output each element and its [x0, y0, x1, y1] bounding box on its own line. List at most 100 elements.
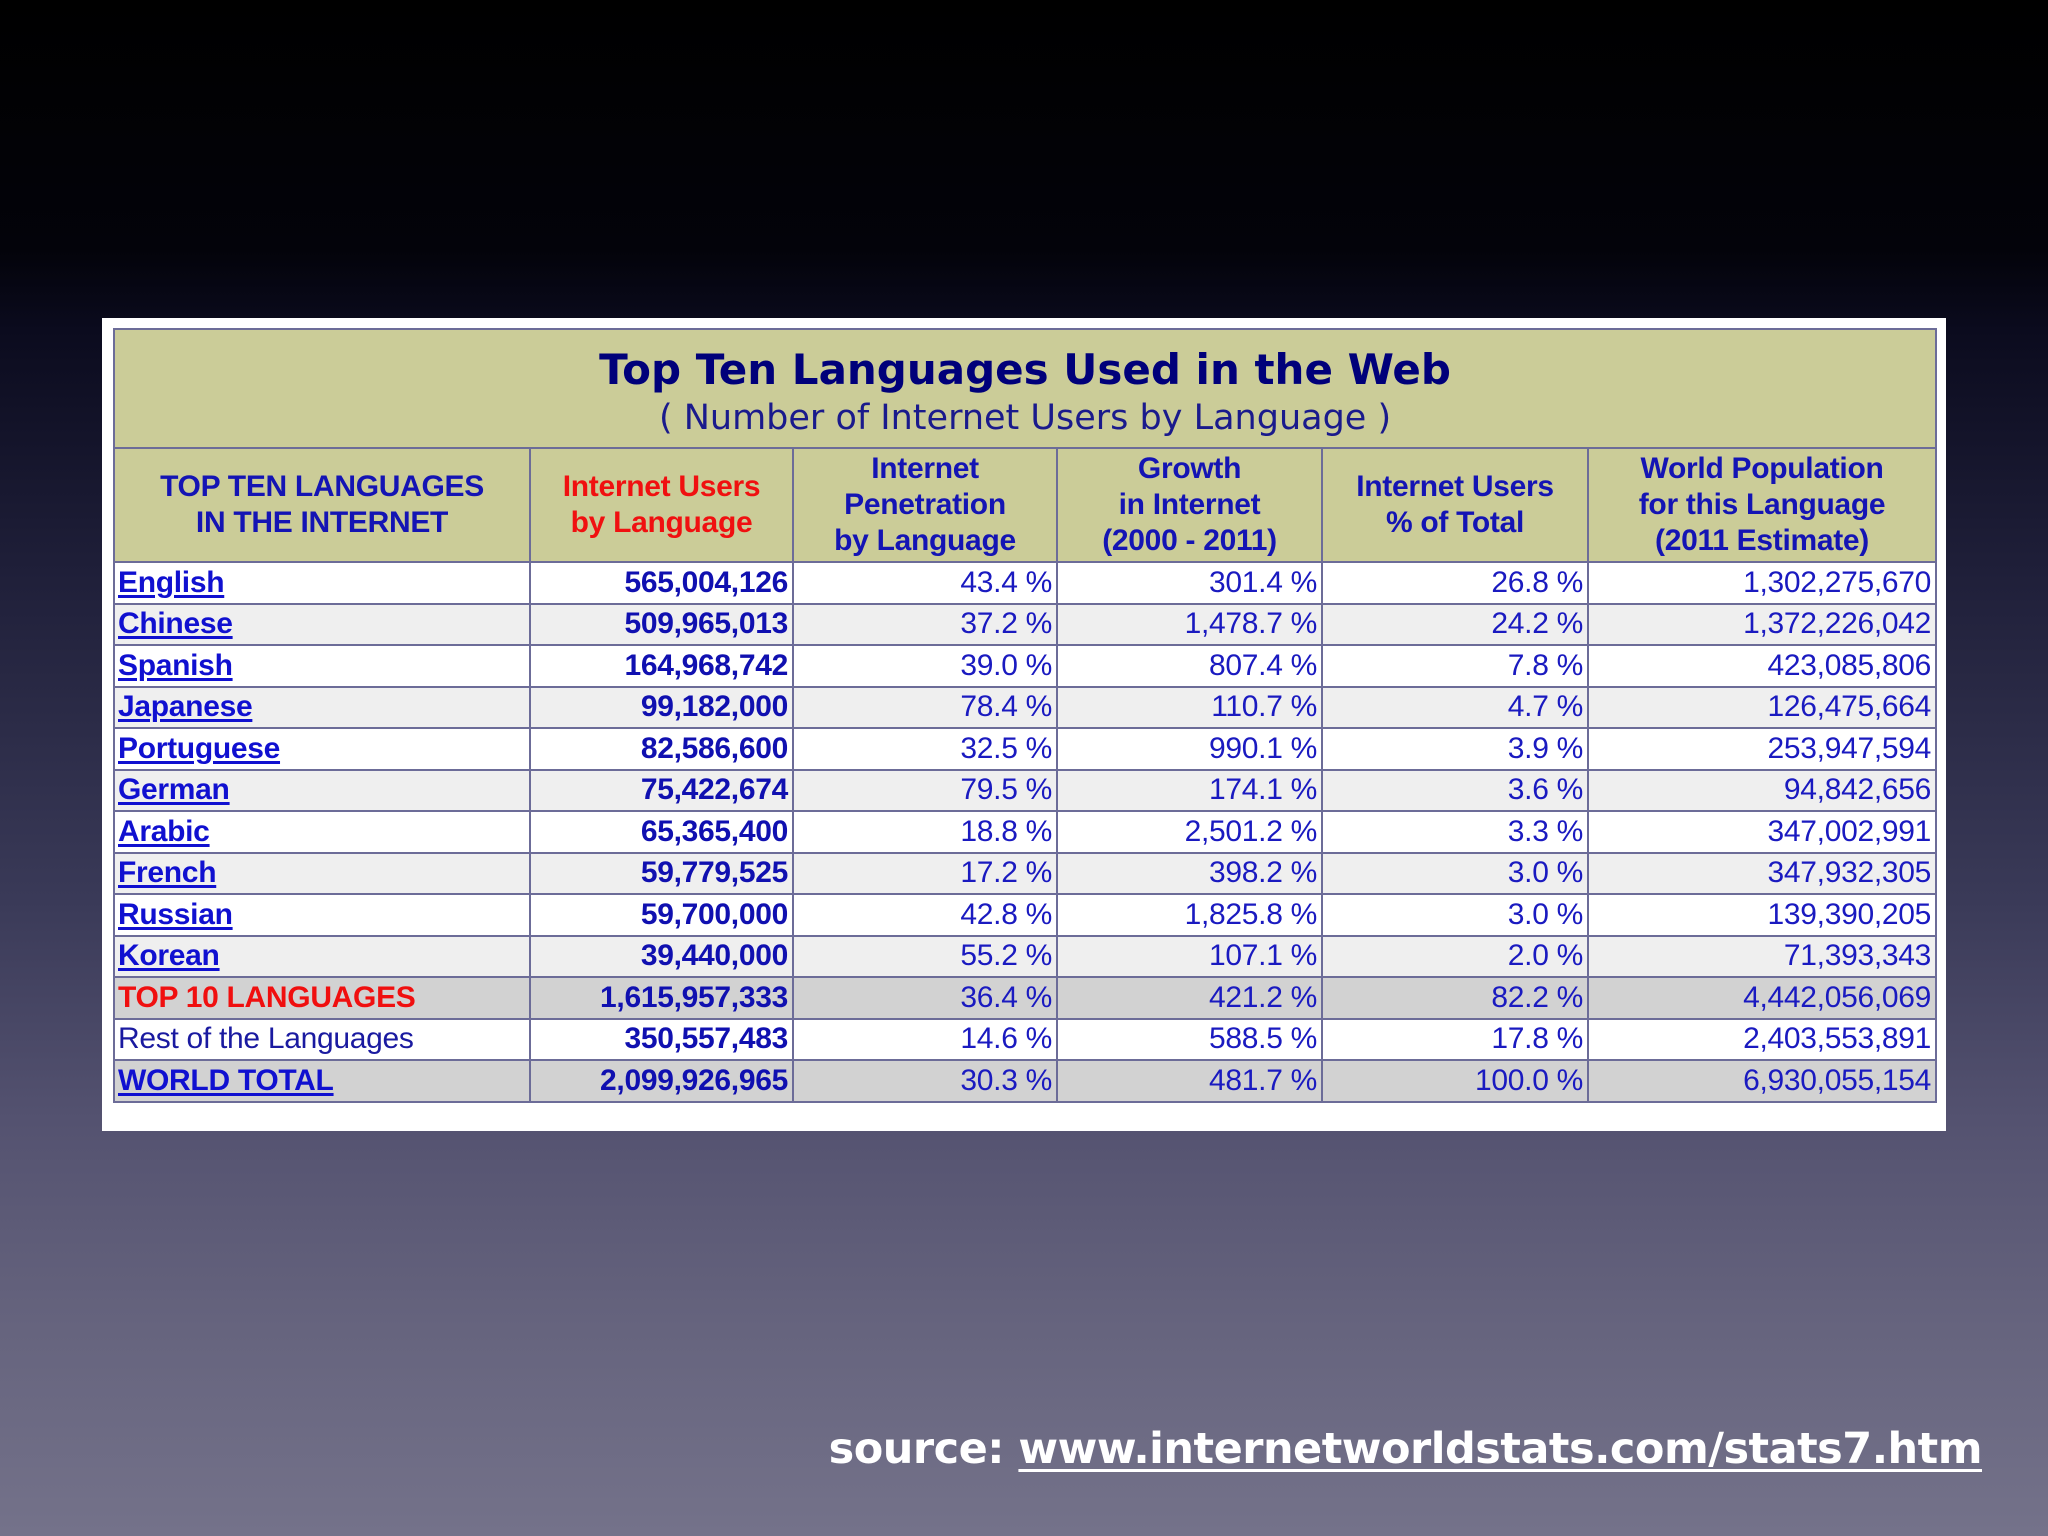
- pct-total-cell: 4.7 %: [1321, 685, 1589, 729]
- header-growth-line1: Growth: [1137, 452, 1242, 485]
- users-cell: 565,004,126: [529, 561, 794, 605]
- users-cell: 65,365,400: [529, 810, 794, 854]
- pct-total-cell: 3.9 %: [1321, 727, 1589, 771]
- language-link-chinese[interactable]: Chinese: [118, 607, 233, 641]
- table-row: French 59,779,525 17.2 % 398.2 % 3.0 % 3…: [113, 851, 1938, 895]
- penetration-cell: 55.2 %: [792, 934, 1058, 978]
- header-row: TOP TEN LANGUAGES IN THE INTERNET Intern…: [113, 447, 1938, 563]
- users-cell: 59,700,000: [529, 893, 794, 937]
- table-row: Korean 39,440,000 55.2 % 107.1 % 2.0 % 7…: [113, 934, 1938, 978]
- world-total-label-cell: WORLD TOTAL: [113, 1059, 531, 1103]
- language-link-japanese[interactable]: Japanese: [118, 690, 253, 724]
- pct-total-cell: 7.8 %: [1321, 644, 1589, 688]
- population-cell: 1,372,226,042: [1586, 602, 1938, 646]
- penetration-cell: 18.8 %: [792, 810, 1058, 854]
- users-cell: 99,182,000: [529, 685, 794, 729]
- population-cell: 423,085,806: [1586, 644, 1938, 688]
- population-cell: 139,390,205: [1586, 893, 1938, 937]
- growth-cell: 588.5 %: [1056, 1017, 1323, 1061]
- penetration-cell: 78.4 %: [792, 685, 1058, 729]
- language-link-portuguese[interactable]: Portuguese: [118, 731, 281, 765]
- header-population: World Population for this Language (2011…: [1586, 447, 1938, 563]
- language-link-german[interactable]: German: [118, 773, 230, 807]
- language-cell: German: [113, 768, 531, 812]
- penetration-cell: 32.5 %: [792, 727, 1058, 771]
- language-link-arabic[interactable]: Arabic: [118, 814, 210, 848]
- penetration-cell: 36.4 %: [792, 976, 1058, 1020]
- source-prefix: source:: [828, 1424, 1019, 1474]
- table-row: Russian 59,700,000 42.8 % 1,825.8 % 3.0 …: [113, 893, 1938, 937]
- language-cell: French: [113, 851, 531, 895]
- rest-label-cell: Rest of the Languages: [113, 1017, 531, 1061]
- table-row: Japanese 99,182,000 78.4 % 110.7 % 4.7 %…: [113, 685, 1938, 729]
- growth-cell: 807.4 %: [1056, 644, 1323, 688]
- growth-cell: 2,501.2 %: [1056, 810, 1323, 854]
- language-cell: English: [113, 561, 531, 605]
- rest-label: Rest of the Languages: [118, 1022, 414, 1056]
- table-row: Arabic 65,365,400 18.8 % 2,501.2 % 3.3 %…: [113, 810, 1938, 854]
- pct-total-cell: 3.6 %: [1321, 768, 1589, 812]
- users-cell: 164,968,742: [529, 644, 794, 688]
- growth-cell: 301.4 %: [1056, 561, 1323, 605]
- language-link-russian[interactable]: Russian: [118, 897, 233, 931]
- penetration-cell: 17.2 %: [792, 851, 1058, 895]
- header-population-line1: World Population: [1640, 452, 1884, 485]
- pct-total-cell: 24.2 %: [1321, 602, 1589, 646]
- pct-total-cell: 82.2 %: [1321, 976, 1589, 1020]
- header-pct-total-line2: % of Total: [1385, 506, 1525, 539]
- header-penetration: Internet Penetration by Language: [792, 447, 1058, 563]
- population-cell: 347,932,305: [1586, 851, 1938, 895]
- language-cell: Japanese: [113, 685, 531, 729]
- table-subtitle: ( Number of Internet Users by Language ): [658, 397, 1392, 438]
- world-total-row: WORLD TOTAL 2,099,926,965 30.3 % 481.7 %…: [113, 1059, 1938, 1103]
- table-row: Spanish 164,968,742 39.0 % 807.4 % 7.8 %…: [113, 644, 1938, 688]
- world-total-link[interactable]: WORLD TOTAL: [118, 1063, 334, 1097]
- language-link-english[interactable]: English: [118, 565, 225, 599]
- language-link-spanish[interactable]: Spanish: [118, 648, 233, 682]
- language-cell: Portuguese: [113, 727, 531, 771]
- header-users-line2: by Language: [570, 506, 753, 539]
- users-cell: 59,779,525: [529, 851, 794, 895]
- header-pct-total: Internet Users % of Total: [1321, 447, 1589, 563]
- title-cell: Top Ten Languages Used in the Web ( Numb…: [112, 328, 1938, 449]
- population-cell: 2,403,553,891: [1586, 1017, 1938, 1061]
- penetration-cell: 37.2 %: [792, 602, 1058, 646]
- growth-cell: 398.2 %: [1056, 851, 1323, 895]
- header-penetration-line1: Internet: [871, 452, 979, 485]
- users-cell: 350,557,483: [529, 1017, 794, 1061]
- population-cell: 4,442,056,069: [1586, 976, 1938, 1020]
- top10-summary-row: TOP 10 LANGUAGES 1,615,957,333 36.4 % 42…: [113, 976, 1938, 1020]
- languages-table: Top Ten Languages Used in the Web ( Numb…: [112, 328, 1938, 1103]
- growth-cell: 110.7 %: [1056, 685, 1323, 729]
- header-language-line1: TOP TEN LANGUAGES: [160, 470, 484, 503]
- top10-label-cell: TOP 10 LANGUAGES: [113, 976, 531, 1020]
- pct-total-cell: 3.0 %: [1321, 851, 1589, 895]
- language-link-french[interactable]: French: [118, 856, 217, 890]
- population-cell: 253,947,594: [1586, 727, 1938, 771]
- pct-total-cell: 2.0 %: [1321, 934, 1589, 978]
- language-cell: Chinese: [113, 602, 531, 646]
- users-cell: 1,615,957,333: [529, 976, 794, 1020]
- penetration-cell: 30.3 %: [792, 1059, 1058, 1103]
- growth-cell: 990.1 %: [1056, 727, 1323, 771]
- language-link-korean[interactable]: Korean: [118, 939, 220, 973]
- users-cell: 75,422,674: [529, 768, 794, 812]
- header-population-line3: (2011 Estimate): [1655, 524, 1869, 557]
- header-population-line2: for this Language: [1638, 488, 1886, 521]
- pct-total-cell: 100.0 %: [1321, 1059, 1589, 1103]
- population-cell: 1,302,275,670: [1586, 561, 1938, 605]
- users-cell: 82,586,600: [529, 727, 794, 771]
- language-cell: Arabic: [113, 810, 531, 854]
- source-link[interactable]: www.internetworldstats.com/stats7.htm: [1018, 1424, 1982, 1474]
- penetration-cell: 42.8 %: [792, 893, 1058, 937]
- top10-label: TOP 10 LANGUAGES: [118, 980, 416, 1014]
- header-language-line2: IN THE INTERNET: [195, 506, 449, 539]
- language-cell: Korean: [113, 934, 531, 978]
- pct-total-cell: 17.8 %: [1321, 1017, 1589, 1061]
- table-panel: Top Ten Languages Used in the Web ( Numb…: [102, 318, 1946, 1131]
- header-users-line1: Internet Users: [562, 470, 761, 503]
- users-cell: 2,099,926,965: [529, 1059, 794, 1103]
- table-row: Chinese 509,965,013 37.2 % 1,478.7 % 24.…: [113, 602, 1938, 646]
- penetration-cell: 43.4 %: [792, 561, 1058, 605]
- growth-cell: 1,478.7 %: [1056, 602, 1323, 646]
